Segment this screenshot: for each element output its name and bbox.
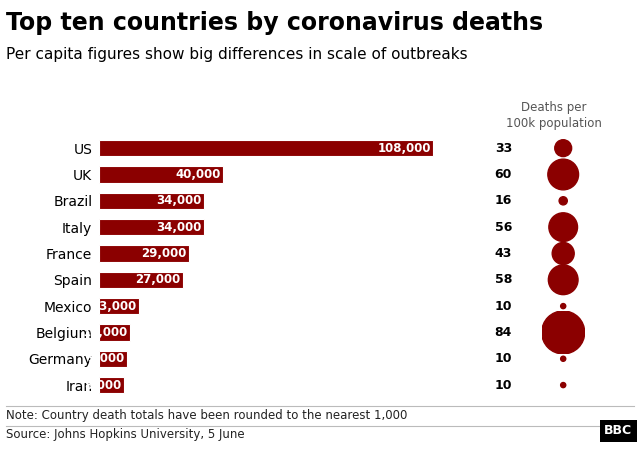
Text: 60: 60 [495, 168, 512, 181]
Text: 34,000: 34,000 [157, 220, 202, 234]
Text: 43: 43 [495, 247, 512, 260]
Text: Per capita figures show big differences in scale of outbreaks: Per capita figures show big differences … [6, 47, 468, 62]
Text: 40,000: 40,000 [175, 168, 220, 181]
Text: 27,000: 27,000 [135, 273, 180, 286]
Text: 108,000: 108,000 [378, 142, 431, 155]
Circle shape [549, 213, 577, 242]
Text: 8,000: 8,000 [84, 378, 122, 392]
Circle shape [548, 159, 579, 190]
Text: 9,000: 9,000 [87, 352, 125, 365]
Bar [99, 166, 223, 183]
Circle shape [555, 140, 572, 157]
Text: 34,000: 34,000 [157, 194, 202, 207]
Text: 58: 58 [495, 273, 512, 286]
Bar [99, 140, 433, 156]
Circle shape [541, 311, 585, 354]
Text: 10: 10 [495, 352, 512, 365]
Text: 33: 33 [495, 142, 512, 155]
Bar [99, 298, 140, 314]
Text: 29,000: 29,000 [141, 247, 186, 260]
Circle shape [561, 382, 566, 387]
Text: Top ten countries by coronavirus deaths: Top ten countries by coronavirus deaths [6, 11, 543, 35]
Bar [99, 351, 127, 367]
Bar [99, 272, 183, 288]
Bar [99, 245, 189, 261]
Text: 13,000: 13,000 [92, 300, 137, 313]
Circle shape [561, 304, 566, 309]
Text: 10: 10 [495, 378, 512, 392]
Text: 16: 16 [495, 194, 512, 207]
Text: BBC: BBC [604, 424, 632, 437]
Circle shape [552, 243, 574, 265]
Bar [99, 193, 204, 209]
Text: Deaths per
100k population: Deaths per 100k population [506, 101, 602, 130]
Bar [99, 219, 204, 235]
Text: Note: Country death totals have been rounded to the nearest 1,000: Note: Country death totals have been rou… [6, 410, 408, 423]
Circle shape [561, 356, 566, 361]
Circle shape [548, 265, 578, 295]
Text: 56: 56 [495, 220, 512, 234]
Text: Source: Johns Hopkins University, 5 June: Source: Johns Hopkins University, 5 June [6, 428, 245, 441]
Text: 10: 10 [495, 300, 512, 313]
Text: 84: 84 [495, 326, 512, 339]
Circle shape [559, 197, 567, 205]
Text: 10,000: 10,000 [83, 326, 127, 339]
Bar [99, 377, 124, 393]
Bar [99, 324, 130, 341]
